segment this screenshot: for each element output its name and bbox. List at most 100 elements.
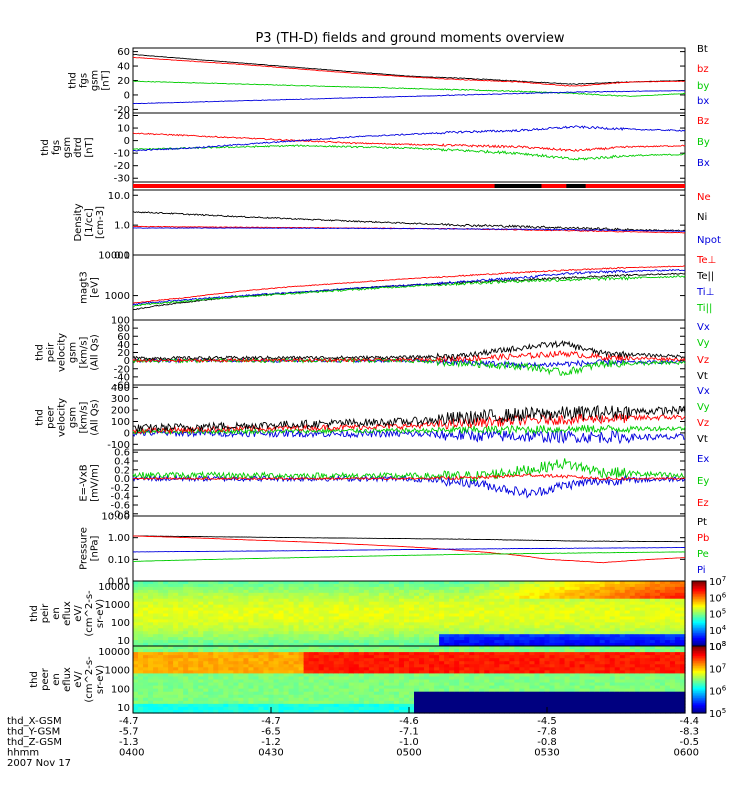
spectrogram-cell bbox=[343, 634, 350, 638]
spectrogram-cell bbox=[439, 613, 445, 618]
spectrogram-cell bbox=[484, 607, 490, 612]
spectrogram-cell bbox=[283, 670, 290, 675]
spectrogram-cell bbox=[604, 697, 611, 702]
spectrogram-cell bbox=[514, 667, 520, 671]
spectrogram-cell bbox=[474, 652, 480, 656]
spectrogram-cell bbox=[383, 685, 390, 690]
spectrogram-cell bbox=[589, 583, 596, 588]
spectrogram-cell bbox=[519, 649, 526, 653]
spectrogram-cell bbox=[183, 631, 189, 635]
spectrogram-cell bbox=[619, 703, 626, 708]
spectrogram-cell bbox=[393, 616, 400, 621]
spectrogram-cell bbox=[529, 694, 536, 699]
spectrogram-cell bbox=[133, 664, 139, 668]
spectrogram-cell bbox=[444, 586, 450, 591]
spectrogram-cell bbox=[333, 667, 340, 671]
spectrogram-cell bbox=[629, 670, 636, 675]
spectrogram-cell bbox=[268, 583, 275, 588]
spectrogram-cell bbox=[143, 673, 149, 678]
spectrogram-cell bbox=[278, 661, 285, 665]
spectrogram-cell bbox=[398, 652, 405, 656]
spectrogram-cell bbox=[223, 694, 229, 699]
spectrogram-cell bbox=[393, 610, 400, 615]
spectrogram-cell bbox=[624, 661, 631, 665]
spectrogram-cell bbox=[554, 679, 561, 684]
spectrogram-cell bbox=[318, 604, 325, 609]
spectrogram-cell bbox=[469, 664, 475, 668]
spectrogram-cell bbox=[419, 583, 425, 588]
spectrogram-cell bbox=[464, 628, 470, 632]
spectrogram-cell bbox=[509, 616, 515, 621]
spectrogram-cell bbox=[409, 676, 415, 681]
spectrogram-cell bbox=[193, 688, 199, 693]
spectrogram-cell bbox=[509, 634, 515, 638]
spectrogram-cell bbox=[143, 646, 149, 650]
spectrogram-cell bbox=[173, 694, 179, 699]
spectrogram-cell bbox=[208, 697, 214, 702]
spectrogram-cell bbox=[333, 643, 340, 647]
spectrogram-cell bbox=[263, 607, 270, 612]
spectrogram-cell bbox=[283, 688, 290, 693]
spectrogram-cell bbox=[479, 601, 485, 606]
spectrogram-cell bbox=[494, 634, 500, 638]
spectrogram-cell bbox=[253, 619, 260, 623]
spectrogram-cell bbox=[188, 697, 194, 702]
spectrogram-cell bbox=[198, 697, 204, 702]
spectrogram-cell bbox=[153, 652, 159, 656]
spectrogram-cell bbox=[283, 655, 290, 659]
spectrogram-cell bbox=[253, 706, 260, 711]
spectrogram-cell bbox=[198, 619, 204, 623]
spectrogram-cell bbox=[424, 595, 430, 600]
spectrogram-cell bbox=[163, 637, 169, 641]
spectrogram-cell bbox=[534, 664, 541, 668]
series-Bx bbox=[133, 125, 686, 152]
spectrogram-cell bbox=[223, 664, 229, 668]
spectrogram-cell bbox=[554, 637, 561, 641]
spectrogram-cell bbox=[499, 581, 505, 585]
spectrogram-cell bbox=[464, 631, 470, 635]
spectrogram-cell bbox=[298, 601, 305, 606]
spectrogram-cell bbox=[504, 592, 510, 597]
spectrogram-cell bbox=[318, 655, 325, 659]
spectrogram-cell bbox=[353, 679, 360, 684]
spectrogram-cell bbox=[594, 613, 601, 618]
spectrogram-cell bbox=[333, 595, 340, 600]
spectrogram-cell bbox=[449, 688, 455, 693]
spectrogram-cell bbox=[569, 589, 576, 594]
spectrogram-cell bbox=[398, 634, 405, 638]
spectrogram-cell bbox=[439, 610, 445, 615]
spectrogram-cell bbox=[308, 688, 315, 693]
spectrogram-cell bbox=[504, 688, 510, 693]
spectrogram-cell bbox=[133, 616, 139, 621]
spectrogram-cell bbox=[409, 631, 415, 635]
spectrogram-cell bbox=[223, 676, 229, 681]
spectrogram-cell bbox=[469, 682, 475, 687]
spectrogram-cell bbox=[434, 670, 440, 675]
spectrogram-cell bbox=[499, 610, 505, 615]
spectrogram-cell bbox=[459, 670, 465, 675]
spectrogram-cell bbox=[388, 610, 395, 615]
spectrogram-cell bbox=[143, 676, 149, 681]
spectrogram-cell bbox=[388, 697, 395, 702]
spectrogram-cell bbox=[539, 661, 546, 665]
spectrogram-cell bbox=[298, 688, 305, 693]
spectrogram-cell bbox=[168, 706, 174, 711]
spectrogram-cell bbox=[178, 628, 184, 632]
spectrogram-cell bbox=[519, 607, 526, 612]
spectrogram-cell bbox=[238, 589, 244, 594]
spectrogram-cell bbox=[288, 589, 295, 594]
spectrogram-cell bbox=[419, 706, 425, 711]
spectrogram-cell bbox=[268, 679, 275, 684]
spectrogram-cell bbox=[393, 628, 400, 632]
spectrogram-cell bbox=[403, 613, 410, 618]
spectrogram-cell bbox=[328, 664, 335, 668]
spectrogram-cell bbox=[474, 685, 480, 690]
spectrogram-cell bbox=[479, 688, 485, 693]
spectrogram-cell bbox=[228, 581, 234, 585]
spectrogram-cell bbox=[273, 682, 280, 687]
y-label-line: [nT] bbox=[84, 137, 95, 157]
spectrogram-cell bbox=[338, 604, 345, 609]
spectrogram-cell bbox=[504, 709, 510, 714]
spectrogram-cell bbox=[188, 619, 194, 623]
spectrogram-cell bbox=[193, 631, 199, 635]
